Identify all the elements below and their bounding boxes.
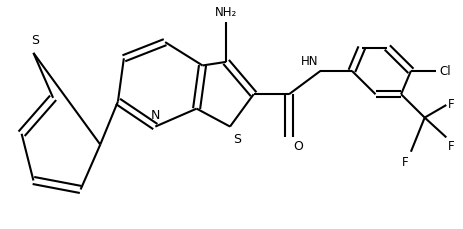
Text: N: N xyxy=(150,109,160,122)
Text: F: F xyxy=(447,98,454,111)
Text: S: S xyxy=(31,34,39,47)
Text: O: O xyxy=(293,139,303,153)
Text: NH₂: NH₂ xyxy=(214,6,237,19)
Text: F: F xyxy=(447,139,454,153)
Text: HN: HN xyxy=(300,54,318,67)
Text: S: S xyxy=(233,132,241,145)
Text: Cl: Cl xyxy=(438,65,450,78)
Text: F: F xyxy=(401,155,408,168)
